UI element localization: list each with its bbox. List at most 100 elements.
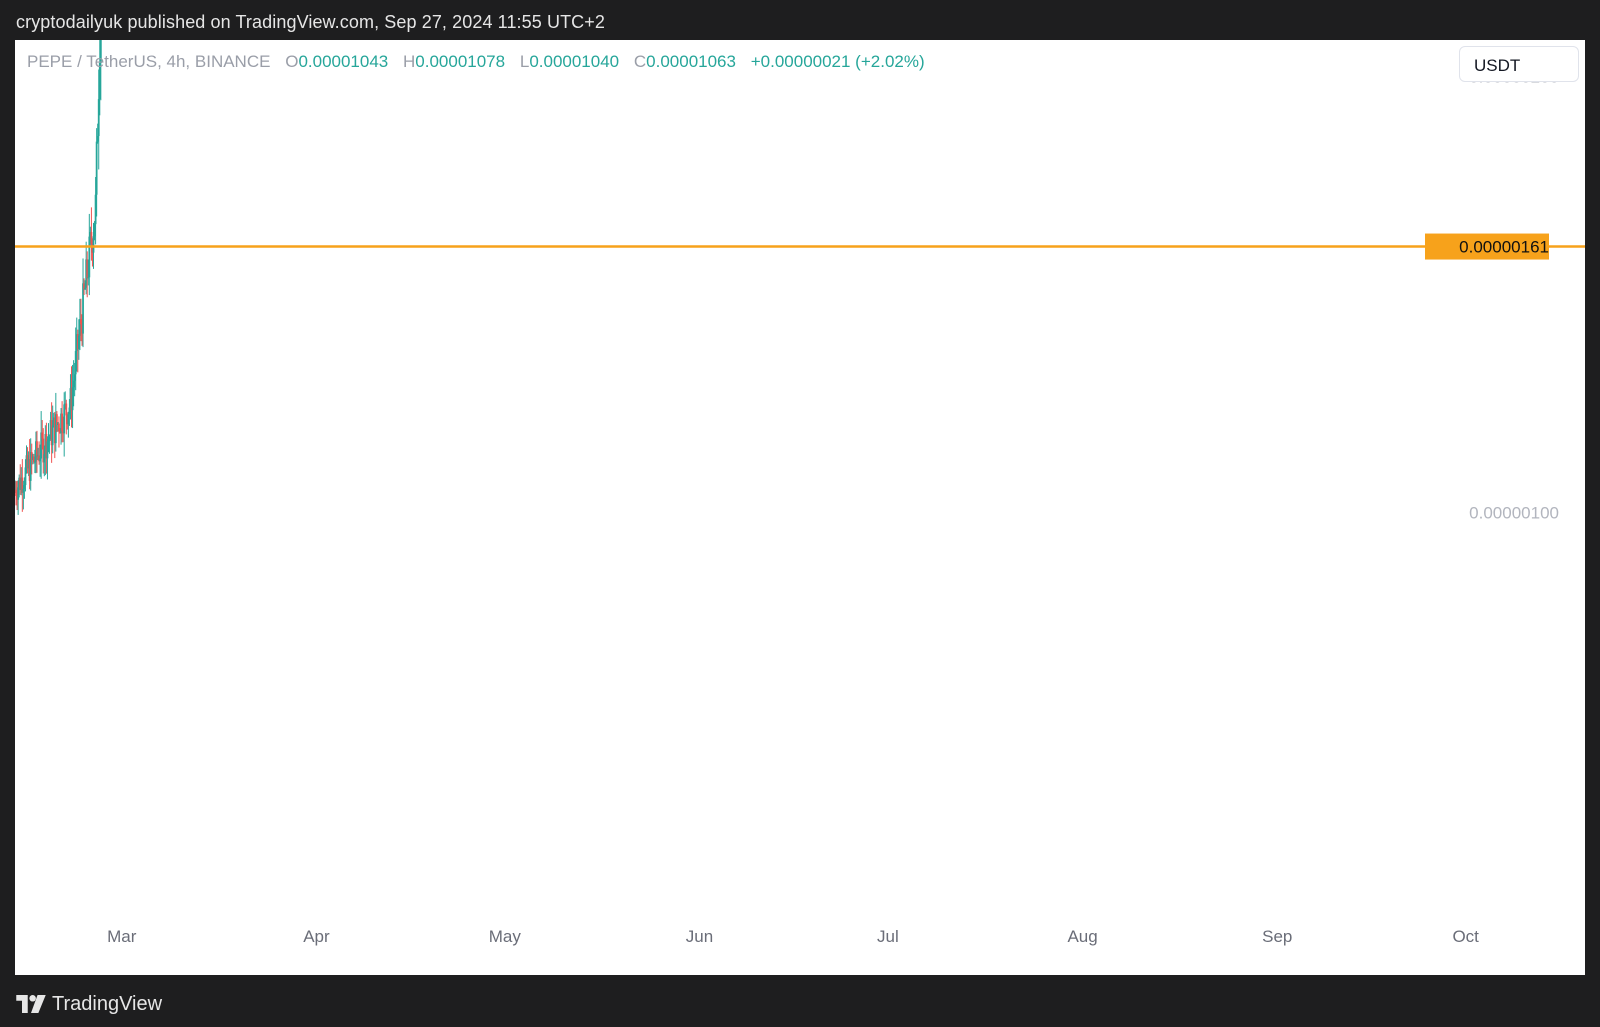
candle-body — [81, 324, 83, 334]
x-axis-tick-label: Sep — [1262, 927, 1292, 946]
candle-body — [85, 259, 88, 288]
candle-body — [51, 425, 54, 446]
candle-body — [92, 236, 95, 253]
candle-body — [26, 455, 29, 469]
candle-body — [37, 455, 39, 457]
candle-body — [44, 434, 47, 455]
candle-body — [82, 283, 84, 334]
candle-body — [22, 488, 25, 493]
candle-body — [24, 467, 27, 486]
candle-body — [17, 487, 20, 500]
candle-body — [98, 62, 101, 100]
candle-body — [47, 439, 50, 442]
candle-body — [58, 423, 60, 432]
candle-body — [28, 459, 31, 481]
candle-body — [35, 441, 37, 462]
candle-body — [68, 407, 71, 415]
x-axis-tick-label: Mar — [107, 927, 137, 946]
x-axis-tick-label: Apr — [303, 927, 330, 946]
candle-body — [55, 414, 58, 425]
x-axis-tick-label: May — [489, 927, 522, 946]
candle-body — [61, 413, 63, 432]
candle-body — [91, 244, 94, 253]
candle-body — [62, 431, 65, 434]
low-value: 0.00001040 — [529, 52, 620, 71]
candle-body — [64, 403, 67, 405]
candle-body — [97, 99, 100, 137]
publish-header: cryptodailyuk published on TradingView.c… — [0, 0, 1600, 44]
candle-body — [57, 423, 59, 425]
currency-selector[interactable]: USDT — [1459, 46, 1579, 82]
tradingview-logo-icon[interactable] — [16, 995, 46, 1013]
x-axis-tick-label: Jul — [877, 927, 899, 946]
candle-body — [70, 388, 73, 411]
open-key: O — [285, 52, 299, 71]
candle-body — [29, 452, 32, 481]
brand-name[interactable]: TradingView — [52, 992, 163, 1015]
candle-body — [63, 404, 66, 434]
candle-body — [77, 335, 80, 349]
candle-body — [74, 350, 77, 375]
candle-body — [84, 287, 87, 290]
x-axis-tick-label: Oct — [1452, 927, 1479, 946]
candle-body — [95, 141, 98, 195]
candle-body — [80, 319, 82, 325]
candle-body — [36, 441, 38, 456]
candle-body — [53, 417, 56, 444]
high-value: 0.00001078 — [415, 52, 506, 71]
candle-body — [65, 403, 68, 416]
candle-body — [16, 495, 18, 500]
symbol-label[interactable]: PEPE / TetherUS, 4h, BINANCE — [27, 52, 271, 71]
candle-body — [30, 452, 33, 460]
candle-body — [43, 454, 46, 463]
candle-body — [45, 434, 48, 459]
candle-body — [78, 319, 81, 336]
candle-body — [41, 432, 44, 439]
y-axis-tick-label: 0.00000100 — [1469, 504, 1559, 523]
footer: TradingView — [16, 990, 162, 1018]
candle-body — [40, 432, 43, 459]
candle-body — [72, 380, 75, 388]
support-price-label: 0.00000161 — [1459, 238, 1549, 257]
candle-body — [94, 194, 97, 225]
candle-body — [83, 283, 85, 290]
ohlc-legend: PEPE / TetherUS, 4h, BINANCE O0.00001043… — [27, 52, 925, 72]
price-chart-svg[interactable]: 0.000001000.000002000.000003000.00000400… — [15, 40, 1585, 975]
candle-body — [38, 455, 40, 462]
x-axis-tick-label: Jun — [686, 927, 713, 946]
candle-body — [90, 231, 93, 245]
candle-body — [71, 387, 74, 411]
candle-body — [69, 388, 72, 408]
candle-body — [50, 420, 53, 446]
candle-body — [33, 461, 36, 463]
candle-body — [99, 40, 102, 63]
change-value: +0.00000021 (+2.02%) — [750, 52, 925, 71]
open-value: 0.00001043 — [298, 52, 389, 71]
candle-body — [87, 277, 90, 279]
candle-body — [86, 259, 89, 278]
candle-body — [88, 236, 91, 278]
candle-body — [96, 136, 99, 142]
candle-body — [25, 455, 28, 468]
candle-body — [19, 477, 22, 490]
support-price-tag — [1425, 233, 1549, 260]
high-key: H — [403, 52, 416, 71]
candle-body — [48, 437, 51, 440]
candle-body — [31, 456, 34, 460]
candle-body — [59, 431, 61, 434]
candle-body — [42, 438, 45, 463]
close-key: C — [633, 52, 647, 71]
candle-body — [73, 374, 76, 381]
publish-info: cryptodailyuk published on TradingView.c… — [16, 12, 605, 32]
candle-body — [54, 414, 57, 444]
candle-body — [75, 334, 78, 351]
candle-body — [60, 413, 62, 434]
candle-body — [27, 459, 30, 469]
candle-body — [49, 420, 52, 438]
candle-body — [66, 415, 69, 425]
x-axis-tick-label: Aug — [1067, 927, 1097, 946]
chart-panel[interactable]: 0.000001000.000002000.000003000.00000400… — [15, 40, 1585, 975]
candle-body — [93, 224, 96, 237]
candle-body — [21, 477, 24, 493]
candle-body — [23, 485, 26, 489]
